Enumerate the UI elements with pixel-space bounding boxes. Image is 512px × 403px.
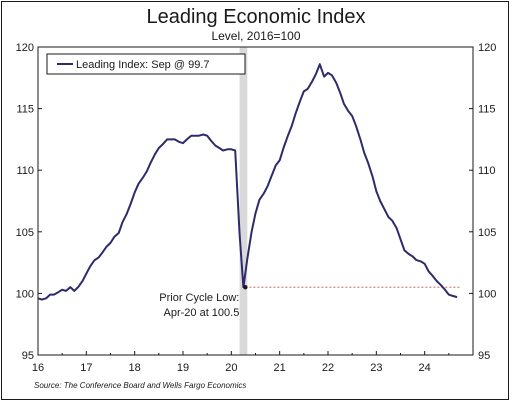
x-tick-label: 17 xyxy=(80,362,92,374)
y-tick-label-left: 100 xyxy=(16,288,34,300)
y-tick-label-right: 115 xyxy=(478,104,496,116)
y-tick-label-left: 95 xyxy=(22,350,34,362)
y-tick-label-left: 105 xyxy=(16,227,34,239)
y-tick-label-right: 120 xyxy=(478,42,496,54)
y-tick-label-right: 100 xyxy=(478,288,496,300)
y-tick-label-left: 115 xyxy=(16,104,34,116)
x-tick-label: 18 xyxy=(129,362,141,374)
y-tick-label-left: 110 xyxy=(16,165,34,177)
annotation-line-2: Apr-20 at 100.5 xyxy=(164,307,240,319)
series-line-leading-index xyxy=(37,63,458,301)
x-tick-label: 21 xyxy=(274,362,286,374)
y-tick-label-right: 95 xyxy=(478,350,490,362)
annotation-line-1: Prior Cycle Low: xyxy=(159,292,239,304)
y-tick-label-right: 105 xyxy=(478,227,496,239)
source-note: Source: The Conference Board and Wells F… xyxy=(34,381,247,390)
x-tick-label: 24 xyxy=(419,362,431,374)
x-tick-label: 22 xyxy=(322,362,334,374)
y-tick-label-left: 120 xyxy=(16,42,34,54)
y-tick-label-right: 110 xyxy=(478,165,496,177)
x-tick-label: 23 xyxy=(370,362,382,374)
recession-shading xyxy=(239,47,248,355)
legend-box xyxy=(46,53,246,75)
chart-title: Leading Economic Index xyxy=(146,6,366,28)
prior-cycle-low-marker xyxy=(243,285,248,290)
plot-area-border xyxy=(37,46,474,356)
chart-subtitle: Level, 2016=100 xyxy=(211,29,301,43)
legend: Leading Index: Sep @ 99.7 xyxy=(46,53,246,75)
x-tick-label: 16 xyxy=(32,362,44,374)
x-tick-label: 20 xyxy=(225,362,237,374)
x-tick-label: 19 xyxy=(177,362,189,374)
legend-label: Leading Index: Sep @ 99.7 xyxy=(76,59,210,71)
